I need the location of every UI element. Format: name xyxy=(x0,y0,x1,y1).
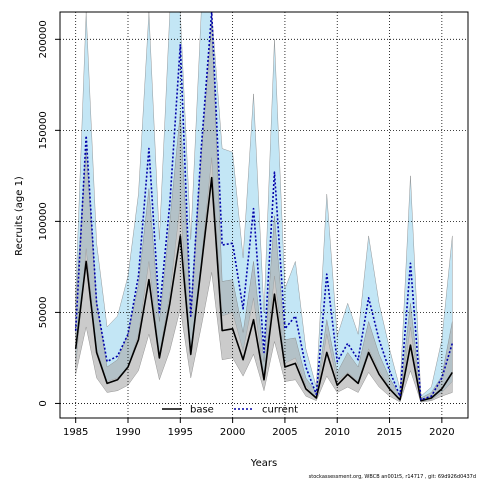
plot-frame xyxy=(59,11,469,419)
x-tick-label: 2005 xyxy=(272,427,297,438)
x-tick-label: 1985 xyxy=(63,427,88,438)
x-tick-label: 1995 xyxy=(168,427,193,438)
series-lines xyxy=(74,11,454,402)
x-axis: 1985 1990 1995 2000 2005 2010 2015 2020 xyxy=(63,418,455,438)
x-tick-label: 2020 xyxy=(429,427,454,438)
legend: base current xyxy=(162,405,298,416)
legend-label-current: current xyxy=(262,405,298,416)
y-axis-title: Recruits (age 1) xyxy=(14,176,25,256)
y-axis: 0 50000 100000 150000 200000 xyxy=(38,20,60,407)
y-tick-label: 150000 xyxy=(38,111,49,149)
x-tick-label: 2015 xyxy=(377,427,402,438)
legend-label-base: base xyxy=(190,405,214,416)
footnote: stockassessment.org, WBCB an001t5, r1471… xyxy=(309,474,476,480)
y-tick-label: 50000 xyxy=(38,296,49,328)
x-tick-label: 2000 xyxy=(220,427,245,438)
series-line-current xyxy=(74,11,454,401)
x-tick-label: 1990 xyxy=(115,427,140,438)
y-tick-label: 200000 xyxy=(38,20,49,58)
series-line-base xyxy=(74,176,453,402)
x-axis-title: Years xyxy=(250,458,277,469)
y-tick-label: 100000 xyxy=(38,202,49,240)
x-tick-label: 2010 xyxy=(325,427,350,438)
grid-lines xyxy=(60,12,468,418)
y-tick-label: 0 xyxy=(38,400,49,406)
